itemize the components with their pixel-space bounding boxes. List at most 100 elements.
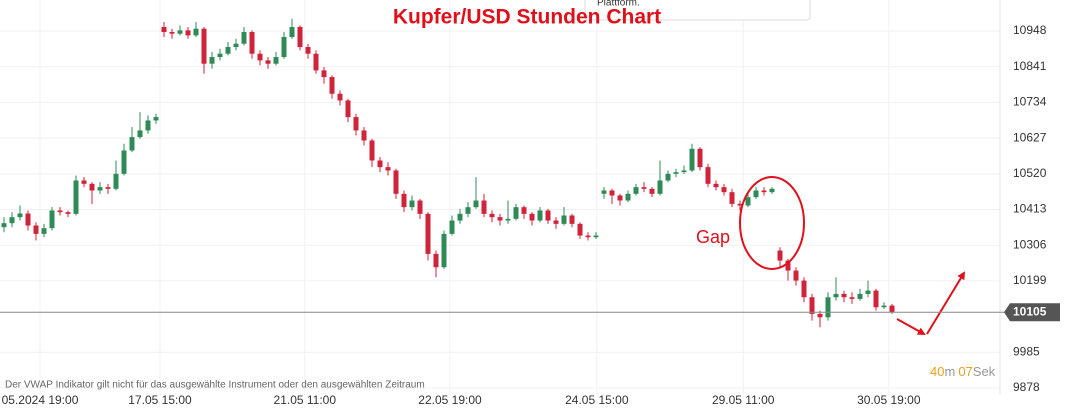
x-tick-label: 05.2024 19:00 bbox=[2, 393, 79, 407]
candle-body bbox=[729, 192, 735, 204]
candle-body bbox=[289, 27, 295, 38]
candle-body bbox=[609, 190, 615, 196]
candle-body bbox=[121, 150, 127, 174]
candle-body bbox=[329, 77, 335, 94]
candle-body bbox=[9, 217, 15, 224]
candle-body bbox=[257, 53, 263, 61]
candle-body bbox=[481, 200, 487, 214]
candle-body bbox=[825, 297, 831, 318]
candle-body bbox=[249, 32, 255, 54]
candle-body bbox=[857, 293, 863, 299]
candle-body bbox=[713, 183, 719, 188]
candle-body bbox=[513, 207, 519, 219]
candle-body bbox=[41, 228, 47, 234]
y-tick-label: 9985 bbox=[1013, 344, 1040, 358]
candle-body bbox=[697, 148, 703, 168]
y-tick-label: 10306 bbox=[1013, 237, 1047, 251]
gap-ellipse bbox=[739, 176, 805, 270]
candle-body bbox=[353, 117, 359, 131]
candle-body bbox=[473, 200, 479, 208]
candle-body bbox=[241, 32, 247, 44]
x-tick-label: 21.05 11:00 bbox=[274, 393, 337, 407]
candle-body bbox=[225, 47, 231, 54]
candle-body bbox=[417, 200, 423, 214]
candle-body bbox=[177, 30, 183, 34]
x-tick-label: 17.05 15:00 bbox=[128, 393, 192, 407]
candle-body bbox=[489, 213, 495, 218]
candle-body bbox=[617, 195, 623, 201]
candle-body bbox=[129, 137, 135, 151]
candle-body bbox=[553, 220, 559, 224]
grid bbox=[0, 0, 1001, 395]
candle-body bbox=[33, 225, 39, 234]
candle-body bbox=[305, 47, 311, 54]
candle-body bbox=[801, 280, 807, 298]
candle-body bbox=[649, 188, 655, 194]
candle-body bbox=[753, 190, 759, 198]
arrow bbox=[926, 271, 966, 335]
candle-body bbox=[1, 223, 7, 228]
candle-body bbox=[793, 270, 799, 281]
candle-body bbox=[57, 210, 63, 213]
candle-body bbox=[505, 218, 511, 221]
candle-body bbox=[721, 187, 727, 193]
candle-body bbox=[369, 140, 375, 161]
candle-body bbox=[409, 200, 415, 208]
candle-body bbox=[321, 70, 327, 78]
candle-body bbox=[49, 210, 55, 229]
candle-body bbox=[841, 293, 847, 298]
candle-body bbox=[577, 223, 583, 236]
candle-body bbox=[441, 233, 447, 268]
current-price-label: 10105 bbox=[1013, 304, 1047, 318]
candle-body bbox=[385, 167, 391, 171]
candle-body bbox=[641, 187, 647, 189]
x-tick-label: 30.05 19:00 bbox=[857, 393, 921, 407]
y-tick-label: 10841 bbox=[1013, 59, 1047, 73]
candle-body bbox=[137, 130, 143, 138]
y-tick-label: 10734 bbox=[1013, 95, 1047, 109]
candle-body bbox=[569, 215, 575, 224]
candle-body bbox=[17, 213, 23, 218]
candle-body bbox=[673, 172, 679, 174]
candle-body bbox=[889, 305, 895, 313]
footer-note: Der VWAP Indikator gilt nicht für das au… bbox=[5, 380, 425, 391]
candle-body bbox=[457, 213, 463, 221]
candle-body bbox=[233, 43, 239, 48]
candle-body bbox=[545, 210, 551, 221]
candle-body bbox=[633, 187, 639, 194]
candle-body bbox=[657, 180, 663, 194]
candle-body bbox=[881, 305, 887, 308]
candle-body bbox=[593, 235, 599, 238]
candle-body bbox=[345, 100, 351, 118]
candle-body bbox=[769, 188, 775, 193]
candle-body bbox=[521, 207, 527, 214]
candle-body bbox=[361, 130, 367, 141]
candle-body bbox=[689, 148, 695, 171]
chart-title: Kupfer/USD Stunden Chart bbox=[393, 6, 661, 29]
candle-body bbox=[425, 213, 431, 254]
candle-body bbox=[161, 27, 167, 33]
candle-body bbox=[849, 297, 855, 299]
candle-body bbox=[113, 173, 119, 189]
candle-body bbox=[281, 37, 287, 58]
y-tick-label: 10948 bbox=[1013, 23, 1047, 37]
x-tick-label: 22.05 19:00 bbox=[418, 393, 482, 407]
candle-body bbox=[401, 193, 407, 208]
y-tick-label: 9878 bbox=[1013, 380, 1040, 394]
timer-seconds: 07 bbox=[958, 364, 972, 379]
candle-body bbox=[785, 260, 791, 271]
candle-body bbox=[145, 120, 151, 131]
x-tick-label: 29.05 11:00 bbox=[712, 393, 775, 407]
candle-body bbox=[737, 203, 743, 206]
candle-body bbox=[865, 290, 871, 294]
candle-body bbox=[97, 187, 103, 191]
tooltip-text: Plattform. bbox=[597, 0, 640, 9]
candle-body bbox=[201, 28, 207, 64]
candle-body bbox=[601, 190, 607, 194]
candle-body bbox=[537, 210, 543, 221]
arrow bbox=[896, 318, 926, 335]
candle-body bbox=[777, 250, 783, 261]
candle-body bbox=[833, 293, 839, 298]
candle-body bbox=[449, 220, 455, 234]
candles bbox=[1, 18, 895, 328]
